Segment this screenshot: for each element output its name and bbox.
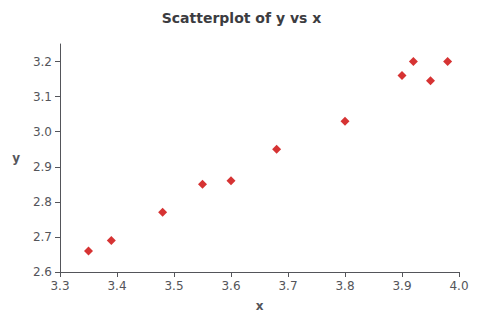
svg-text:3.9: 3.9 <box>392 279 411 293</box>
svg-text:Scatterplot of y vs x: Scatterplot of y vs x <box>162 10 322 26</box>
svg-text:3.6: 3.6 <box>221 279 240 293</box>
svg-text:3.7: 3.7 <box>278 279 297 293</box>
svg-text:3.2: 3.2 <box>33 55 52 69</box>
svg-text:x: x <box>256 299 264 313</box>
svg-text:3.1: 3.1 <box>33 90 52 104</box>
svg-text:y: y <box>12 151 20 165</box>
svg-text:3.5: 3.5 <box>164 279 183 293</box>
svg-text:3.8: 3.8 <box>335 279 354 293</box>
svg-text:2.7: 2.7 <box>33 230 52 244</box>
svg-text:2.6: 2.6 <box>33 265 52 279</box>
svg-text:4.0: 4.0 <box>449 279 468 293</box>
svg-text:3.4: 3.4 <box>107 279 126 293</box>
svg-text:2.9: 2.9 <box>33 160 52 174</box>
svg-text:3.0: 3.0 <box>33 125 52 139</box>
svg-text:2.8: 2.8 <box>33 195 52 209</box>
svg-text:3.3: 3.3 <box>50 279 69 293</box>
